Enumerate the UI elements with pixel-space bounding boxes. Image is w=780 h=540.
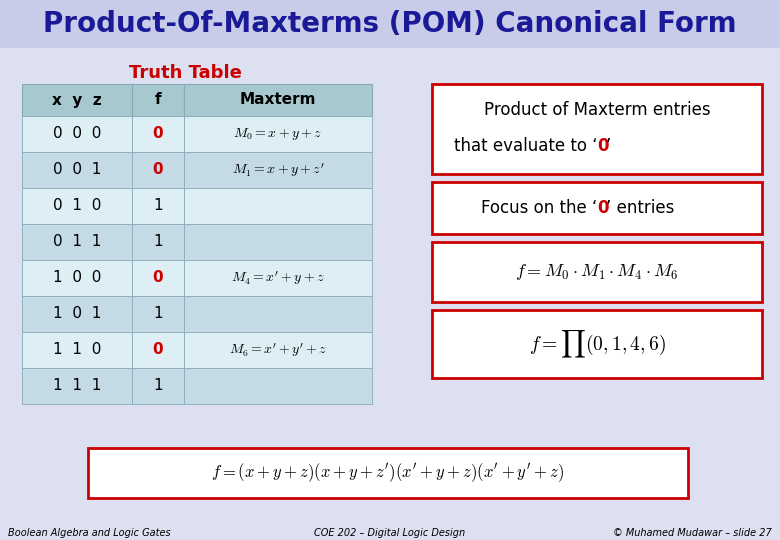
Text: f: f <box>154 92 161 107</box>
Text: 1: 1 <box>153 379 163 394</box>
Text: 1: 1 <box>153 234 163 249</box>
Text: 1  1  0: 1 1 0 <box>53 342 101 357</box>
FancyBboxPatch shape <box>132 188 184 224</box>
Text: 0: 0 <box>153 163 163 178</box>
Text: x  y  z: x y z <box>52 92 102 107</box>
Text: that evaluate to ‘: that evaluate to ‘ <box>453 137 597 155</box>
Text: Boolean Algebra and Logic Gates: Boolean Algebra and Logic Gates <box>8 528 171 538</box>
Text: 0: 0 <box>153 271 163 286</box>
FancyBboxPatch shape <box>184 188 372 224</box>
FancyBboxPatch shape <box>184 368 372 404</box>
FancyBboxPatch shape <box>132 296 184 332</box>
Text: Focus on the ‘: Focus on the ‘ <box>480 199 597 217</box>
Text: 1  1  1: 1 1 1 <box>53 379 101 394</box>
Text: 0  1  1: 0 1 1 <box>53 234 101 249</box>
FancyBboxPatch shape <box>432 242 762 302</box>
FancyBboxPatch shape <box>0 0 780 48</box>
FancyBboxPatch shape <box>22 152 132 188</box>
Text: COE 202 – Digital Logic Design: COE 202 – Digital Logic Design <box>314 528 466 538</box>
Text: 0: 0 <box>153 342 163 357</box>
Text: ’ entries: ’ entries <box>606 199 675 217</box>
Text: 0  0  0: 0 0 0 <box>53 126 101 141</box>
Text: $M_0 = x + y + z$: $M_0 = x + y + z$ <box>233 126 323 142</box>
FancyBboxPatch shape <box>132 224 184 260</box>
FancyBboxPatch shape <box>184 84 372 116</box>
Text: $M_4 = x' + y + z$: $M_4 = x' + y + z$ <box>231 269 325 287</box>
FancyBboxPatch shape <box>22 296 132 332</box>
FancyBboxPatch shape <box>184 152 372 188</box>
FancyBboxPatch shape <box>22 224 132 260</box>
FancyBboxPatch shape <box>22 116 132 152</box>
FancyBboxPatch shape <box>132 368 184 404</box>
Text: Maxterm: Maxterm <box>239 92 316 107</box>
Text: 0  1  0: 0 1 0 <box>53 199 101 213</box>
Text: ’: ’ <box>606 137 612 155</box>
FancyBboxPatch shape <box>432 182 762 234</box>
Text: $f = M_0 \cdot M_1 \cdot M_4 \cdot M_6$: $f = M_0 \cdot M_1 \cdot M_4 \cdot M_6$ <box>516 262 679 282</box>
FancyBboxPatch shape <box>132 260 184 296</box>
Text: 1: 1 <box>153 199 163 213</box>
FancyBboxPatch shape <box>432 310 762 378</box>
Text: 0: 0 <box>597 137 608 155</box>
Text: Truth Table: Truth Table <box>129 64 242 82</box>
FancyBboxPatch shape <box>184 224 372 260</box>
FancyBboxPatch shape <box>132 332 184 368</box>
Text: 1  0  1: 1 0 1 <box>53 307 101 321</box>
Text: 1: 1 <box>153 307 163 321</box>
Text: Product-Of-Maxterms (POM) Canonical Form: Product-Of-Maxterms (POM) Canonical Form <box>43 10 737 38</box>
FancyBboxPatch shape <box>88 448 688 498</box>
FancyBboxPatch shape <box>22 188 132 224</box>
Text: $M_6 = x' + y' + z$: $M_6 = x' + y' + z$ <box>229 341 327 359</box>
FancyBboxPatch shape <box>184 116 372 152</box>
FancyBboxPatch shape <box>22 368 132 404</box>
FancyBboxPatch shape <box>184 332 372 368</box>
Text: 1  0  0: 1 0 0 <box>53 271 101 286</box>
Text: Product of Maxterm entries: Product of Maxterm entries <box>484 101 711 119</box>
FancyBboxPatch shape <box>22 260 132 296</box>
FancyBboxPatch shape <box>184 260 372 296</box>
FancyBboxPatch shape <box>132 84 184 116</box>
Text: 0: 0 <box>153 126 163 141</box>
FancyBboxPatch shape <box>184 296 372 332</box>
Text: 0  0  1: 0 0 1 <box>53 163 101 178</box>
FancyBboxPatch shape <box>22 332 132 368</box>
FancyBboxPatch shape <box>132 116 184 152</box>
FancyBboxPatch shape <box>132 152 184 188</box>
FancyBboxPatch shape <box>432 84 762 174</box>
Text: $f = \prod(0, 1, 4, 6)$: $f = \prod(0, 1, 4, 6)$ <box>529 328 665 360</box>
Text: $M_1 = x + y + z'$: $M_1 = x + y + z'$ <box>232 161 324 179</box>
Text: © Muhamed Mudawar – slide 27: © Muhamed Mudawar – slide 27 <box>613 528 772 538</box>
Text: $f = (x + y + z)(x + y + z')(x' + y + z)(x' + y' + z)$: $f = (x + y + z)(x + y + z')(x' + y + z)… <box>211 462 565 484</box>
Text: 0: 0 <box>597 199 608 217</box>
FancyBboxPatch shape <box>22 84 132 116</box>
